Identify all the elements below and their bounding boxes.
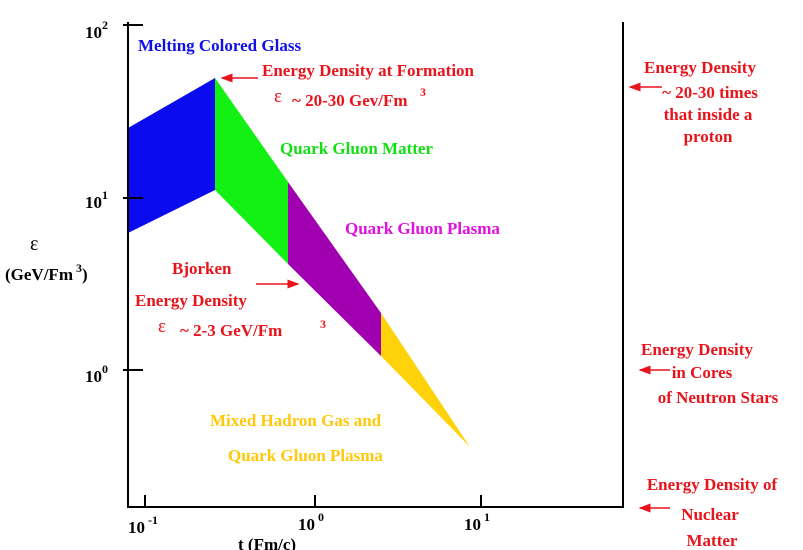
note: Matter [687,531,738,550]
note: ~ 20-30 times [662,83,758,102]
note: of Neutron Stars [658,388,779,407]
matter-region [215,78,288,264]
region-label: Quark Gluon Plasma [228,446,383,465]
right-notes: Energy Density ~ 20-30 times that inside… [641,58,779,550]
region-label: Quark Gluon Plasma [345,219,500,238]
note: 3 [320,317,326,331]
region-label: Mixed Hadron Gas and [210,411,382,430]
note: Nuclear [681,505,739,524]
tick: 101 [85,188,108,212]
x-tick-labels: 10 -1 10 0 10 1 [128,510,490,537]
note: in Cores [672,363,733,382]
region-label: Quark Gluon Matter [280,139,433,158]
note: ε [274,86,282,107]
tick: 10 -1 [128,513,158,537]
regions [128,78,470,447]
ticks [123,24,482,507]
note: Energy Density [641,340,753,359]
note: Bjorken [172,259,232,278]
note: Energy Density [644,58,756,77]
x-label: t (Fm/c) [238,535,296,550]
note: ~ 2-3 GeV/Fm [180,321,282,340]
mixed-region [381,313,470,447]
note: Energy Density of [647,475,778,494]
y-tick-labels: 102 101 100 [85,18,108,386]
tick: 102 [85,18,108,42]
note: proton [684,127,733,146]
region-label: Melting Colored Glass [138,36,301,55]
axes-frame [127,22,624,508]
note: ~ 20-30 Gev/Fm [292,91,408,110]
plasma-region [288,182,381,356]
y-unit: (GeV/Fm 3) [5,261,88,284]
note: 3 [420,85,426,99]
bjorken-note: Bjorken Energy Density ε ~ 2-3 GeV/Fm 3 [135,259,326,340]
y-symbol: ε [30,233,38,255]
note: ε [158,316,166,337]
glass-region [128,78,215,233]
formation-note: Energy Density at Formation ε ~ 20-30 Ge… [262,61,475,110]
tick: 100 [85,362,108,386]
note: that inside a [664,105,753,124]
note: Energy Density [135,291,247,310]
note: Energy Density at Formation [262,61,475,80]
